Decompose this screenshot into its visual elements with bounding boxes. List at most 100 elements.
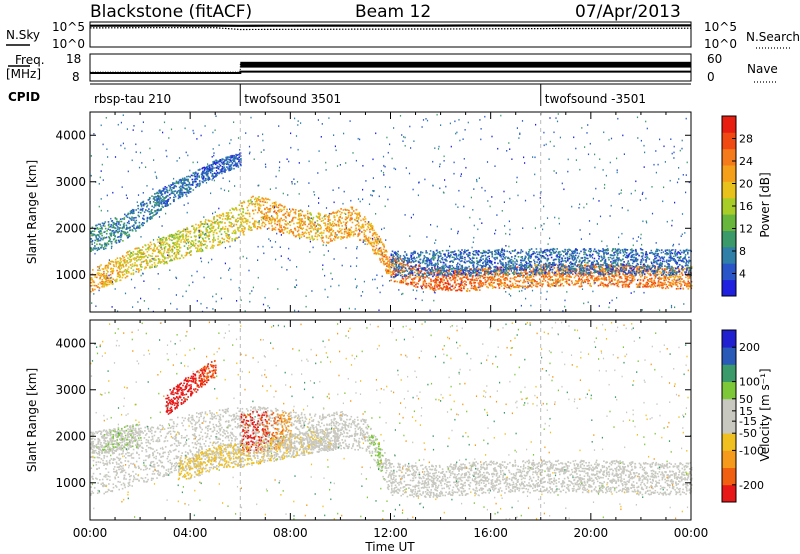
scatter-cell: [179, 258, 181, 260]
scatter-cell: [205, 241, 207, 243]
scatter-cell: [167, 257, 169, 259]
scatter-cell: [341, 212, 343, 214]
scatter-cell: [637, 286, 639, 288]
scatter-cell: [432, 286, 434, 288]
scatter-cell: [128, 266, 130, 268]
scatter-cell: [200, 221, 202, 223]
scatter-cell: [243, 209, 245, 211]
scatter-cell: [346, 237, 348, 239]
scatter-cell: [510, 278, 512, 280]
scatter-cell: [610, 284, 612, 286]
scatter-cell: [392, 265, 394, 267]
scatter-cell: [487, 279, 489, 281]
scatter-cell: [405, 280, 407, 282]
scatter-cell: [460, 278, 462, 280]
scatter-cell: [518, 287, 520, 289]
scatter-cell: [158, 201, 160, 203]
scatter-cell: [213, 232, 215, 234]
scatter-cell: [344, 233, 346, 235]
scatter-cell: [602, 283, 604, 285]
scatter-cell: [254, 226, 256, 228]
scatter-cell: [263, 204, 265, 206]
scatter-cell: [151, 267, 153, 269]
scatter-cell: [153, 250, 155, 252]
scatter-cell: [589, 283, 591, 285]
scatter-cell: [170, 235, 172, 237]
scatter-cell: [182, 179, 184, 181]
scatter-cell: [375, 234, 377, 236]
scatter-cell: [126, 225, 128, 227]
scatter-cell: [630, 282, 632, 284]
scatter-cell: [522, 277, 524, 279]
scatter-cell: [205, 178, 207, 180]
scatter-cell: [328, 219, 330, 221]
scatter-cell: [190, 231, 192, 233]
scatter-cell: [147, 247, 149, 249]
scatter-cell: [338, 236, 340, 238]
scatter-cell: [100, 225, 102, 227]
scatter-cell: [266, 218, 268, 220]
scatter-cell: [122, 228, 124, 230]
scatter-cell: [135, 230, 137, 232]
scatter-cell: [378, 243, 380, 245]
scatter-cell: [250, 229, 252, 231]
scatter-cell: [202, 181, 204, 183]
scatter-cell: [244, 202, 246, 204]
scatter-cell: [173, 193, 175, 195]
scatter-cell: [142, 246, 144, 248]
scatter-cell: [116, 231, 118, 233]
scatter-cell: [360, 220, 362, 222]
scatter-cell: [625, 278, 627, 280]
scatter-cell: [379, 250, 381, 252]
scatter-cell: [560, 275, 562, 277]
scatter-cell: [196, 250, 198, 252]
scatter-cell: [97, 250, 99, 252]
scatter-cell: [164, 199, 166, 201]
scatter-cell: [145, 267, 147, 269]
scatter-cell: [160, 198, 162, 200]
scatter-cell: [281, 229, 283, 231]
scatter-cell: [385, 254, 387, 256]
scatter-cell: [373, 246, 375, 248]
scatter-cell: [223, 161, 225, 163]
scatter-cell: [101, 235, 103, 237]
scatter-cell: [213, 167, 215, 169]
scatter-cell: [545, 280, 547, 282]
scatter-cell: [109, 284, 111, 286]
scatter-cell: [230, 169, 232, 171]
scatter-cell: [380, 241, 382, 243]
scatter-cell: [424, 273, 426, 275]
scatter-cell: [514, 279, 516, 281]
scatter-cell: [219, 244, 221, 246]
scatter-cell: [195, 243, 197, 245]
scatter-cell: [476, 278, 478, 280]
scatter-cell: [279, 225, 281, 227]
scatter-cell: [262, 201, 264, 203]
scatter-cell: [345, 225, 347, 227]
scatter-cell: [199, 180, 201, 182]
scatter-cell: [639, 274, 641, 276]
scatter-cell: [372, 235, 374, 237]
scatter-cell: [259, 205, 261, 207]
scatter-cell: [621, 278, 623, 280]
scatter-cell: [208, 238, 210, 240]
scatter-cell: [532, 274, 534, 276]
scatter-cell: [113, 232, 115, 234]
scatter-cell: [160, 240, 162, 242]
scatter-cell: [244, 221, 246, 223]
scatter-cell: [168, 248, 170, 250]
scatter-cell: [326, 237, 328, 239]
scatter-cell: [222, 213, 224, 215]
scatter-cell: [566, 266, 568, 268]
noise-right-tick-bottom: 10^0: [704, 37, 737, 51]
scatter-cell: [224, 222, 226, 224]
scatter-cell: [204, 180, 206, 182]
scatter-cell: [208, 177, 210, 179]
scatter-cell: [182, 196, 184, 198]
scatter-cell: [390, 275, 392, 277]
scatter-cell: [218, 224, 220, 226]
scatter-cell: [228, 161, 230, 163]
scatter-cell: [101, 233, 103, 235]
scatter-cell: [175, 255, 177, 257]
scatter-cell: [629, 275, 631, 277]
